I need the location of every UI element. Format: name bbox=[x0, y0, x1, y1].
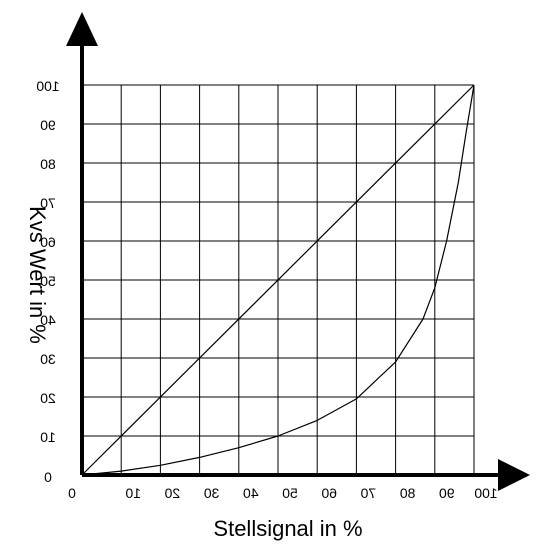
x-tick-label: 90 bbox=[439, 485, 455, 501]
x-tick-label: 60 bbox=[321, 485, 337, 501]
x-tick-label: 0 bbox=[68, 485, 76, 501]
series-layer bbox=[81, 84, 475, 476]
y-tick-label: 60 bbox=[40, 234, 56, 250]
x-tick-label: 80 bbox=[400, 485, 416, 501]
series-line-2 bbox=[81, 84, 475, 476]
y-tick-label: 70 bbox=[40, 195, 56, 211]
grid bbox=[82, 84, 475, 475]
series-line-1 bbox=[81, 84, 475, 476]
axes bbox=[66, 12, 530, 491]
x-tick-label: 50 bbox=[282, 485, 298, 501]
y-tick-label: 80 bbox=[40, 156, 56, 172]
x-tick-labels: 0 10 20 30 40 50 60 70 80 90 100 bbox=[68, 485, 498, 501]
y-tick-label: 90 bbox=[40, 117, 56, 133]
y-tick-label: 100 bbox=[36, 78, 60, 94]
x-tick-label: 40 bbox=[243, 485, 259, 501]
x-tick-label: 100 bbox=[474, 485, 498, 501]
x-axis-arrow bbox=[498, 459, 530, 491]
y-tick-label: 40 bbox=[40, 312, 56, 328]
x-tick-label: 30 bbox=[204, 485, 220, 501]
y-tick-label: 30 bbox=[40, 351, 56, 367]
y-axis-title: Kvs Wert in % bbox=[25, 206, 50, 344]
x-tick-label: 20 bbox=[164, 485, 180, 501]
x-tick-label: 70 bbox=[360, 485, 376, 501]
y-axis-arrow bbox=[66, 12, 98, 46]
x-axis-title: Stellsignal in % bbox=[213, 516, 362, 541]
y-tick-label: 20 bbox=[40, 390, 56, 406]
y-tick-label: 10 bbox=[40, 429, 56, 445]
x-tick-label: 10 bbox=[125, 485, 141, 501]
y-tick-labels: 0 10 20 30 40 50 60 70 80 90 100 bbox=[36, 78, 60, 485]
y-tick-label: 0 bbox=[44, 469, 52, 485]
y-tick-label: 50 bbox=[40, 273, 56, 289]
